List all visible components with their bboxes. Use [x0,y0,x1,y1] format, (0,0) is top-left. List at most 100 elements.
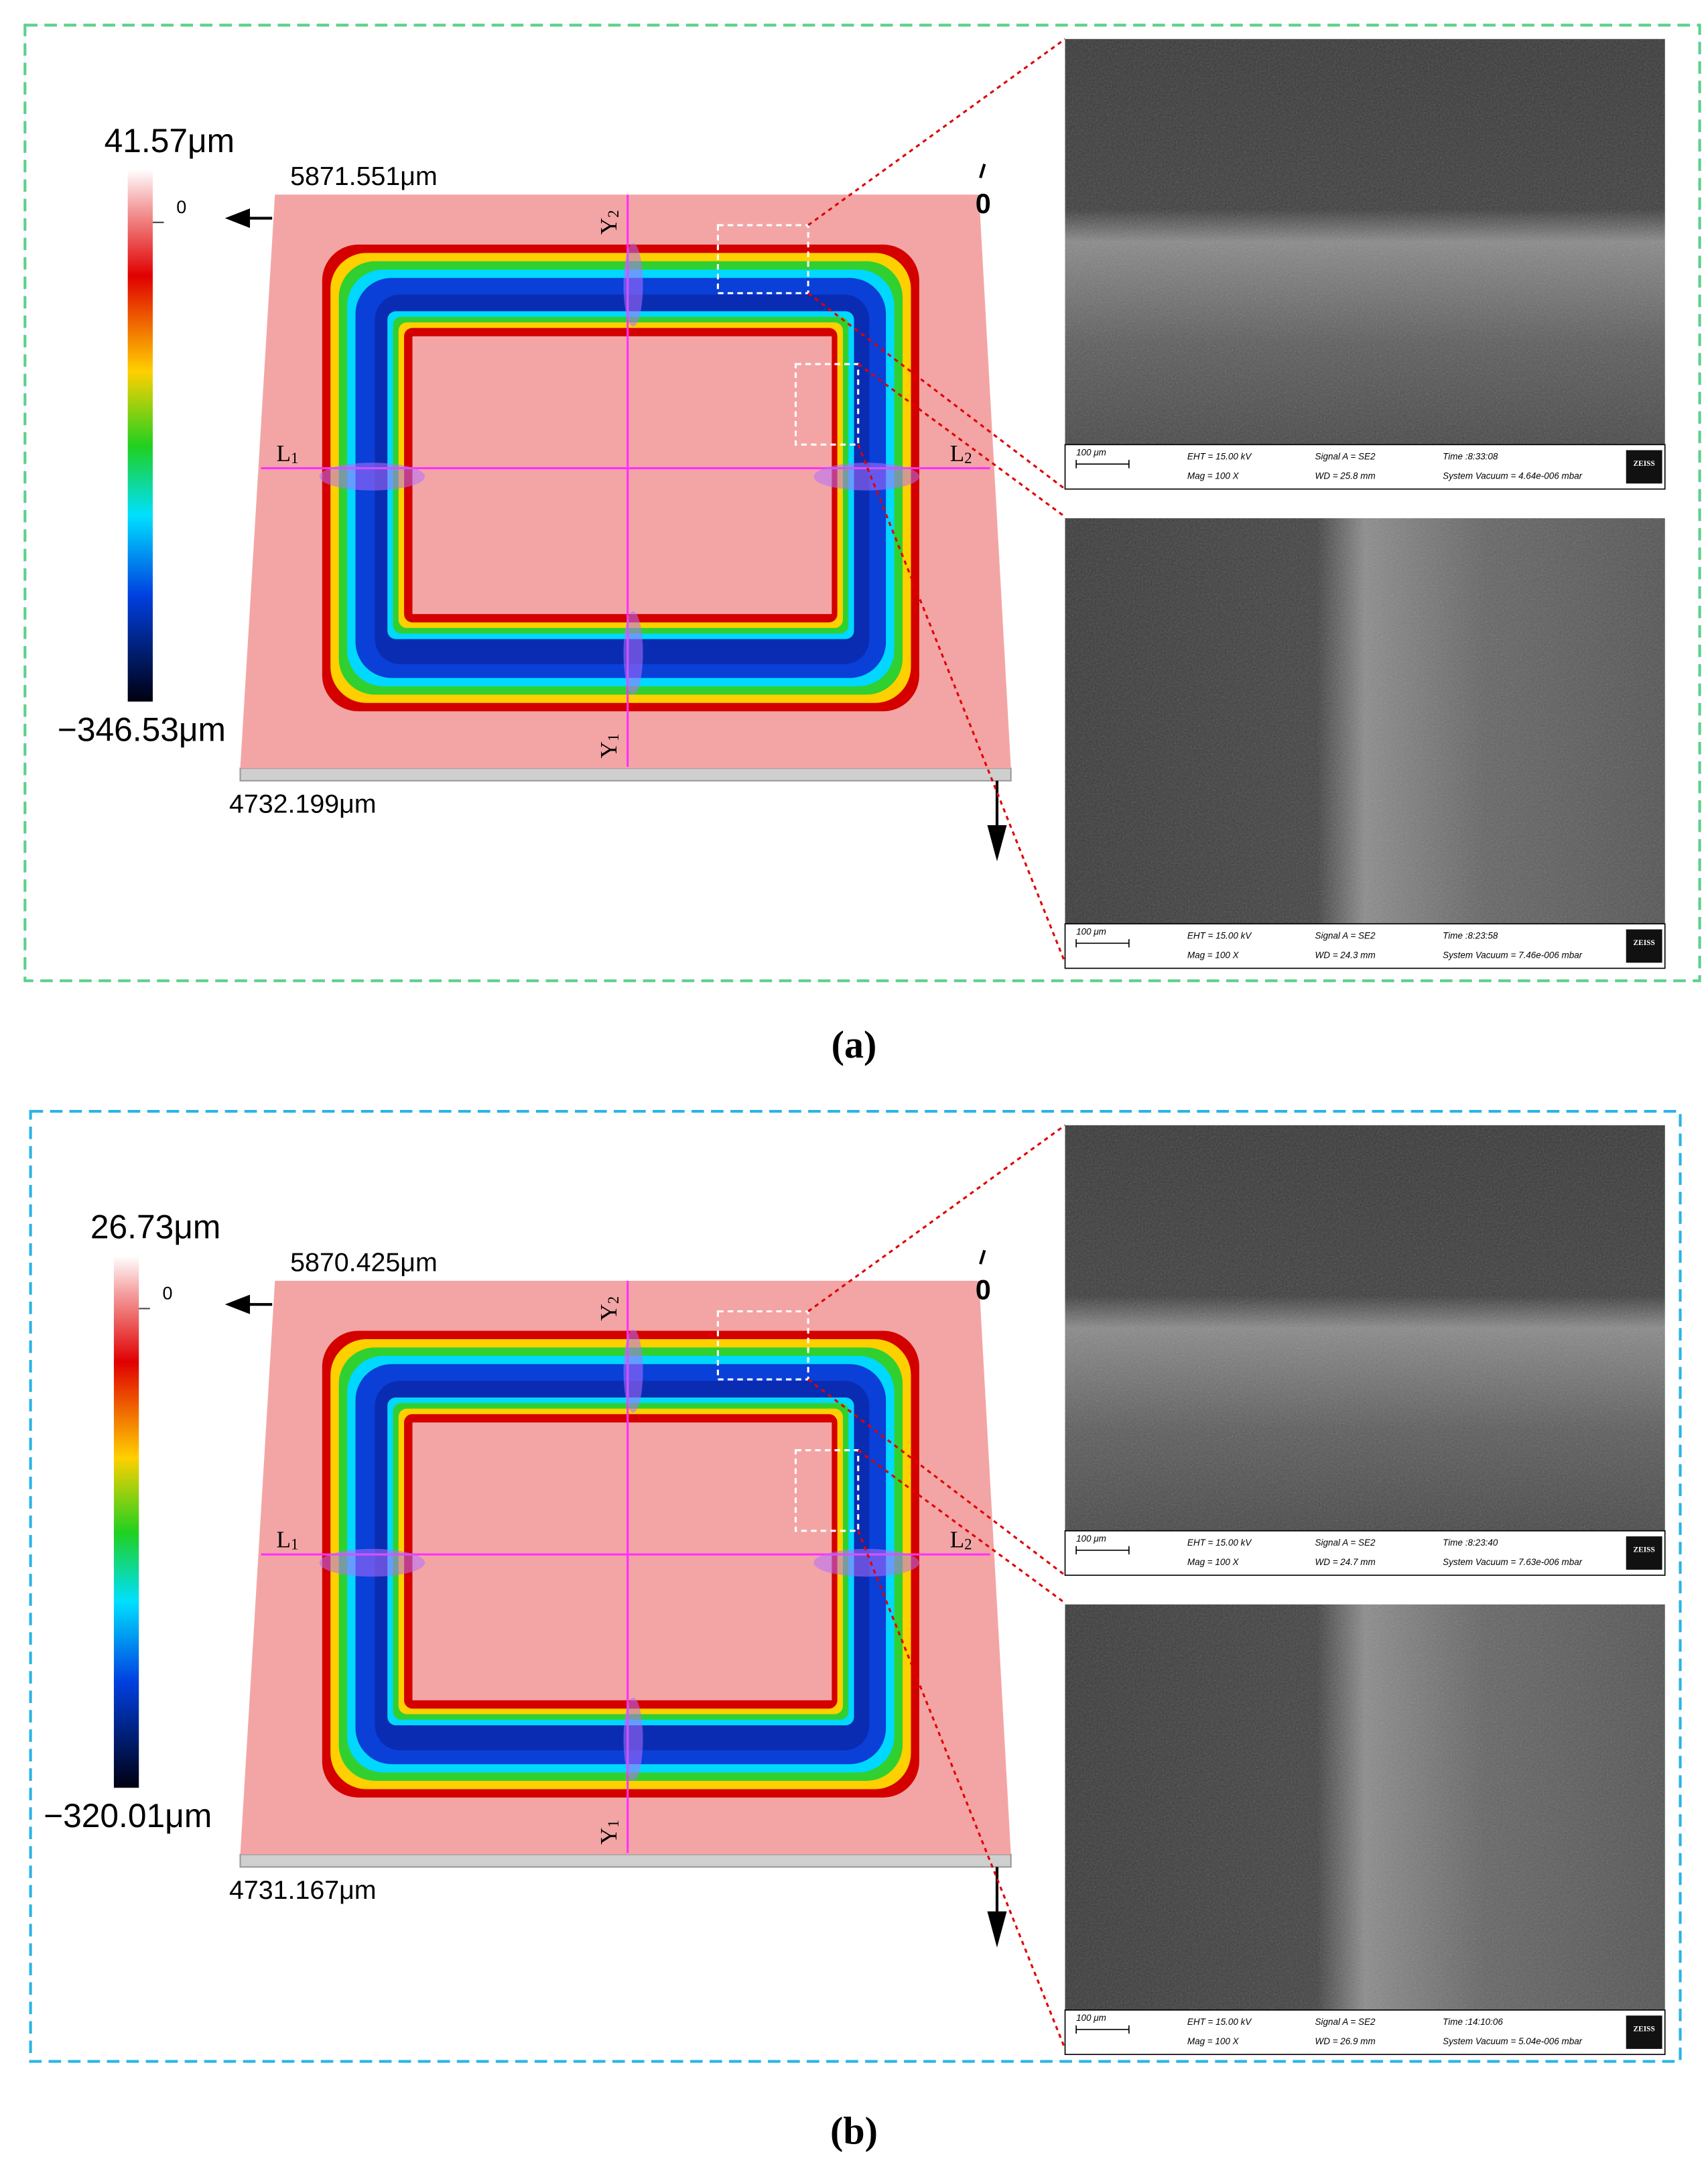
axis-subscript: 2 [605,210,622,217]
sem-info-bar [1064,444,1666,490]
colorbar [113,1255,139,1788]
axis-label: L1 [277,440,299,466]
zoom-box [716,224,809,295]
axis-subscript: 2 [605,1296,622,1304]
width-label: 5870.425μm [290,1247,438,1277]
plate-side [239,1853,1012,1868]
zoom-box [794,363,860,446]
sem-texture [1065,1604,1665,2010]
axis-label: Y1 [596,734,622,759]
corner-label: 0 [976,188,991,219]
panel-caption: (b) [830,2109,878,2153]
section-profile [813,1548,919,1577]
sem-texture [1065,518,1665,924]
sem-info-bar [1064,923,1666,969]
sem-time: Time :8:33:08 [1443,452,1498,462]
arrow-head [224,208,251,229]
leader-line [857,1449,1066,1604]
axis-label: Y1 [596,1820,622,1845]
axis-subscript: 1 [291,1536,298,1553]
axis-label: Y2 [596,1296,622,1321]
colorbar-zero: 0 [162,1284,172,1304]
section-profile [813,462,919,491]
sem-mag: Mag = 100 X [1187,2036,1240,2046]
arrow-head [987,825,1007,862]
axis-subscript: 1 [605,1820,622,1827]
axis-subscript: 1 [291,450,298,466]
colorbar-min: −320.01μm [44,1797,212,1834]
axis-letter: Y [596,741,622,758]
panel-caption: (a) [832,1023,877,1066]
leader-line [807,38,1066,227]
sem-scale: 100 μm [1076,1534,1106,1544]
sem-wd: WD = 25.8 mm [1315,471,1376,481]
sem-scale: 100 μm [1076,926,1106,936]
sem-vacuum: System Vacuum = 4.64e-006 mbar [1443,471,1583,481]
sem-texture [1065,1125,1665,1531]
sem-signal: Signal A = SE2 [1315,1538,1376,1548]
section-profile [319,462,425,491]
colorbar-max: 26.73μm [90,1208,220,1245]
axis-label: Y2 [596,210,622,235]
panel-frame [29,1110,1682,2063]
sem-vacuum: System Vacuum = 7.63e-006 mbar [1443,1557,1583,1567]
sem-scale: 100 μm [1076,447,1106,457]
sem-eht: EHT = 15.00 kV [1187,931,1252,941]
panel-frame [23,23,1701,983]
zoom-box [794,1449,860,1532]
leader-line [857,363,1066,518]
sem-texture [1065,39,1665,445]
sem-mag: Mag = 100 X [1187,950,1240,960]
sem-wd: WD = 24.3 mm [1315,950,1376,960]
sem-logo [1626,1536,1662,1570]
sem-signal: Signal A = SE2 [1315,2017,1376,2027]
sem-logo-text: ZEISS [1634,1546,1655,1554]
zoom-box [716,1310,809,1381]
arrow-head [224,1294,251,1314]
sem-logo [1626,450,1662,484]
sem-logo-text: ZEISS [1634,939,1655,947]
axis-subscript: 2 [964,1536,972,1553]
arrow-head [987,1911,1007,1948]
sem-scale-bar [1075,939,1130,948]
axis-subscript: 2 [964,450,972,466]
colorbar-max: 41.57μm [105,122,235,160]
axis-letter: Y [596,1304,622,1320]
sem-scale-bar [1075,460,1130,469]
sem-vacuum: System Vacuum = 7.46e-006 mbar [1443,950,1583,960]
leader-line [857,444,1066,963]
axis-label: L2 [950,440,972,466]
leader-line [807,292,1066,490]
axis-letter: L [950,1527,965,1553]
colorbar-min: −346.53μm [58,710,226,748]
axis-letter: L [277,1527,291,1553]
axis-label: L2 [950,1527,972,1553]
sem-mag: Mag = 100 X [1187,471,1240,481]
axis-subscript: 1 [605,734,622,741]
leader-line [857,1530,1066,2050]
sem-logo-text: ZEISS [1634,460,1655,468]
axis-label: L1 [277,1527,299,1553]
sem-time: Time :8:23:58 [1443,931,1498,941]
sem-time: Time :8:23:40 [1443,1538,1498,1548]
section-profile [623,243,643,327]
sem-scale-bar [1075,2025,1130,2034]
corner-tick [979,164,986,179]
section-profile [623,1329,643,1413]
plate-side [239,767,1012,782]
axis-letter: L [277,440,291,466]
sem-logo-text: ZEISS [1634,2026,1655,2034]
axis-letter: Y [596,1828,622,1845]
sem-signal: Signal A = SE2 [1315,452,1376,462]
island [412,336,832,615]
sem-scale-bar [1075,1546,1130,1555]
length-label: 4732.199μm [229,790,377,819]
sem-info-bar [1064,1530,1666,1576]
width-label: 5871.551μm [290,162,438,191]
sem-eht: EHT = 15.00 kV [1187,2017,1252,2027]
section-profile [623,1697,643,1781]
axis-letter: Y [596,218,622,235]
